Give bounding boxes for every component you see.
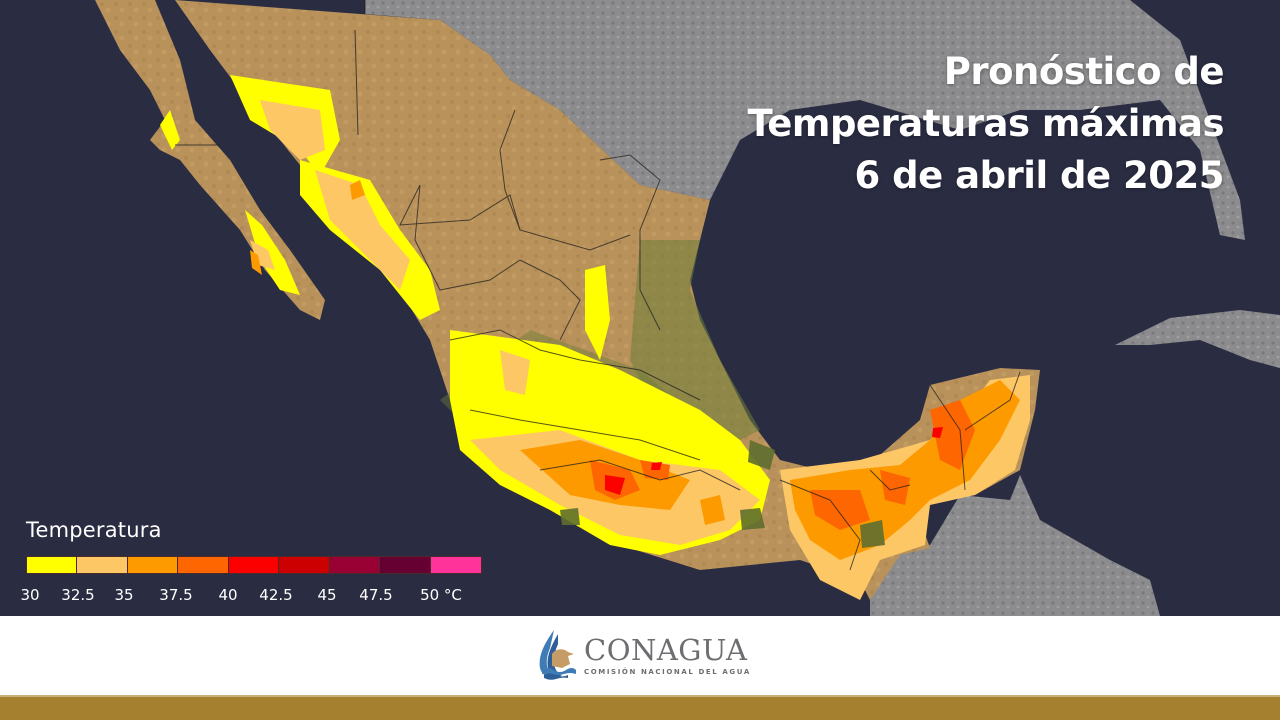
state-borders — [175, 0, 1021, 571]
footer — [0, 616, 1280, 695]
conagua-logo: CONAGUA COMISIÓN NACIONAL DEL AGUA — [532, 628, 751, 682]
legend-swatch-30 — [27, 557, 78, 573]
map-title: Pronóstico de Temperaturas máximas 6 de … — [747, 46, 1224, 202]
forecast-map: Pronóstico de Temperaturas máximas 6 de … — [20, 0, 1280, 616]
legend-swatch-42-5 — [279, 557, 330, 573]
legend-label: 50 °C — [420, 586, 462, 604]
conagua-drop-icon — [539, 630, 576, 680]
legend-label: 45 — [317, 586, 337, 604]
brand-name: CONAGUA — [584, 633, 748, 667]
legend-label: 42.5 — [259, 586, 293, 604]
legend-label: 32.5 — [61, 586, 95, 604]
legend-label: 35 — [114, 586, 134, 604]
brand-subtitle: COMISIÓN NACIONAL DEL AGUA — [584, 668, 751, 676]
title-line-3-date: 6 de abril de 2025 — [854, 154, 1225, 197]
legend-swatch-40 — [228, 557, 280, 573]
legend-swatch-47-5 — [380, 557, 431, 573]
legend-swatch-32-5 — [77, 557, 128, 573]
map-graphic — [95, 0, 1280, 616]
temp-band-40 — [605, 427, 943, 495]
title-line-2: Temperaturas máximas — [747, 102, 1224, 145]
cuba-land — [1115, 310, 1280, 368]
legend-title: Temperatura — [26, 518, 162, 542]
usa-land — [150, 0, 1245, 240]
central-america-land — [870, 475, 1160, 616]
legend-swatch-45 — [329, 557, 381, 573]
legend-swatch-50 — [430, 557, 481, 573]
legend-label: 37.5 — [159, 586, 193, 604]
legend-labels: 30 32.5 35 37.5 40 42.5 45 47.5 50 °C — [20, 586, 506, 608]
legend-label: 47.5 — [359, 586, 393, 604]
logo-text: CONAGUA COMISIÓN NACIONAL DEL AGUA — [584, 634, 751, 676]
legend-color-bar — [26, 556, 482, 574]
legend-label: 30 — [20, 586, 40, 604]
temperature-legend: Temperatura 30 32.5 35 37.5 40 42.5 45 4… — [20, 518, 506, 608]
legend-swatch-37-5 — [178, 557, 229, 573]
legend-swatch-35 — [127, 557, 179, 573]
footer-gold-bar — [0, 695, 1280, 720]
legend-label: 40 — [218, 586, 238, 604]
title-line-1: Pronóstico de — [943, 50, 1225, 93]
